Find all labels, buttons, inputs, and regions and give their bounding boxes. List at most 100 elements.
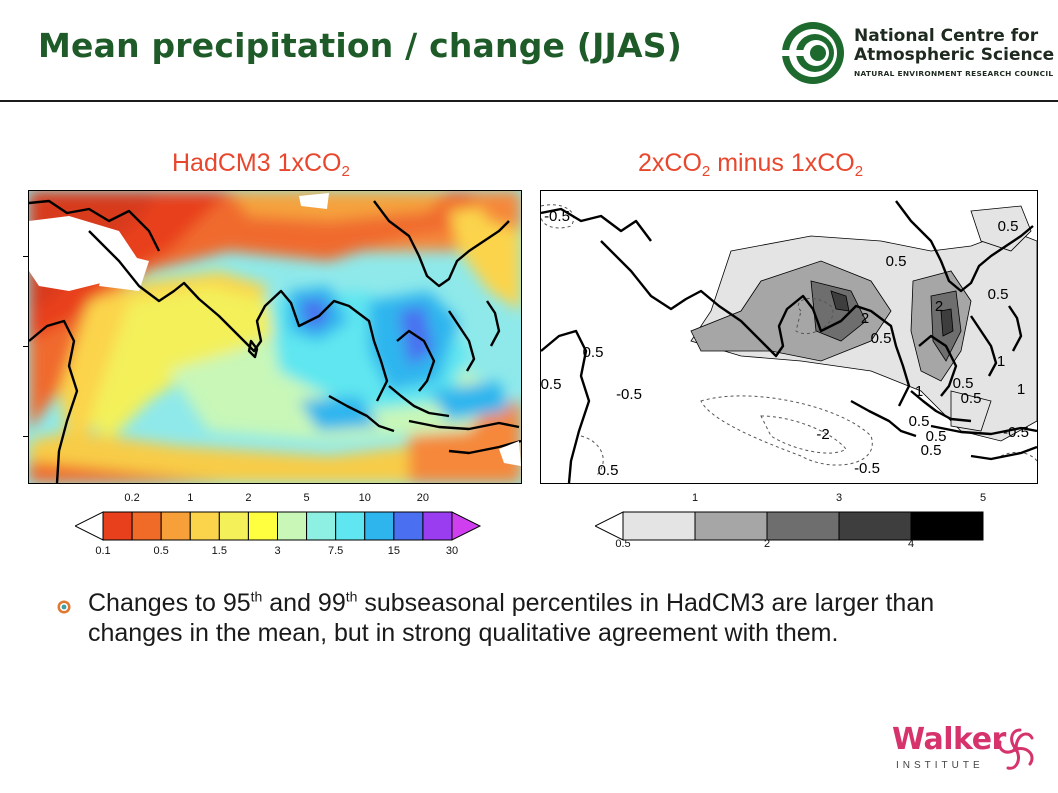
slide-title: Mean precipitation / change (JJAS) <box>38 26 683 65</box>
contour-label: -0.5 <box>854 460 880 477</box>
walker-institute-logo: Walker INSTITUTE <box>890 722 1040 778</box>
left-map-canvas <box>29 191 521 483</box>
contour-label: 0.5 <box>998 218 1019 235</box>
right-colorbar: 1 3 5 0.5 2 4 <box>595 492 995 562</box>
contour-label: 0.5 <box>988 286 1009 303</box>
colorbar-swatch <box>838 511 912 541</box>
colorbar-swatch <box>393 511 424 541</box>
colorbar-label: 1 <box>691 492 699 504</box>
contour-label: 2 <box>861 310 869 327</box>
colorbar-swatch <box>766 511 840 541</box>
contour-label: 0.5 <box>871 330 892 347</box>
contour-label: 2 <box>935 298 943 315</box>
contour-label: 0.5 <box>953 375 974 392</box>
left-colorbar-bottom-labels: 0.1 0.5 1.5 3 7.5 15 30 <box>75 545 485 559</box>
right-map-title-a-sub: 2 <box>701 163 711 180</box>
contour-label: 0.5 <box>926 428 947 445</box>
right-difference-map: -0.5 0.5 0.5 0.5 2 2 0.5 0.5 1 1 0.5 1 0… <box>540 190 1038 484</box>
colorbar-label: 5 <box>303 492 310 504</box>
contour-label: 1 <box>1017 381 1025 398</box>
right-map-title: 2xCO2 minus 1xCO2 <box>638 149 864 180</box>
bullet-part3: subseasonal percentiles in HadCM3 are la… <box>88 589 935 647</box>
colorbar-swatch <box>160 511 191 541</box>
colorbar-label: 3 <box>274 545 281 557</box>
bullet-sup1: th <box>250 588 263 605</box>
colorbar-swatch <box>422 511 453 541</box>
contour-label: -2 <box>816 426 829 443</box>
colorbar-swatch <box>335 511 366 541</box>
bullet-text: Changes to 95th and 99th subseasonal per… <box>88 588 988 648</box>
contour-label: 0.5 <box>598 462 619 479</box>
left-map-tick <box>23 346 28 347</box>
colorbar-label: 0.5 <box>153 545 169 557</box>
colorbar-left-arrow <box>75 511 104 541</box>
colorbar-swatch <box>189 511 220 541</box>
colorbar-label: 1.5 <box>211 545 227 557</box>
left-map-title-main: HadCM3 1xCO <box>172 149 342 177</box>
right-colorbar-top-labels: 1 3 5 <box>595 492 995 506</box>
left-map-tick <box>23 256 28 257</box>
colorbar-swatch <box>694 511 768 541</box>
colorbar-swatch <box>364 511 395 541</box>
header-divider <box>0 100 1058 102</box>
colorbar-label: 5 <box>979 492 987 504</box>
contour-label: 0.5 <box>886 253 907 270</box>
ncas-logo-line1: National Centre for <box>854 26 1039 46</box>
right-colorbar-bottom-labels: 0.5 2 4 <box>595 538 995 552</box>
bullet-icon <box>57 600 71 614</box>
colorbar-label: 2 <box>245 492 252 504</box>
colorbar-label: 7.5 <box>328 545 344 557</box>
left-colorbar: 0.2 1 2 5 10 20 0.1 0.5 1.5 3 7.5 15 30 <box>75 492 485 562</box>
contour-label: 0.5 <box>961 390 982 407</box>
left-map-title-sub: 2 <box>341 163 350 180</box>
contour-label: -0.5 <box>1003 424 1029 441</box>
colorbar-label: 1 <box>187 492 194 504</box>
left-colorbar-top-labels: 0.2 1 2 5 10 20 <box>75 492 485 506</box>
colorbar-label: 15 <box>387 545 400 557</box>
colorbar-swatch <box>910 511 984 541</box>
colorbar-swatch <box>131 511 162 541</box>
colorbar-swatch <box>102 511 133 541</box>
left-map-title: HadCM3 1xCO2 <box>172 149 350 180</box>
walker-logo-name: Walker <box>892 722 1006 757</box>
colorbar-left-arrow <box>595 511 624 541</box>
colorbar-swatch <box>277 511 308 541</box>
ncas-logo: National Centre for Atmospheric Science … <box>780 20 1054 86</box>
left-precipitation-map <box>28 190 522 484</box>
colorbar-right-arrow <box>451 511 482 541</box>
walker-logo-sub: INSTITUTE <box>896 760 984 771</box>
colorbar-label: 20 <box>416 492 430 504</box>
bullet-part2: and 99 <box>262 589 346 617</box>
colorbar-label: 2 <box>763 538 771 550</box>
ncas-logo-line3: NATURAL ENVIRONMENT RESEARCH COUNCIL <box>854 69 1054 78</box>
ncas-logo-line2: Atmospheric Science <box>854 45 1055 65</box>
left-map-tick <box>23 436 28 437</box>
contour-label: -0.5 <box>544 208 570 225</box>
walker-flower-logo-icon <box>998 728 1034 770</box>
right-colorbar-swatches <box>595 511 984 541</box>
ncas-swirl-logo-icon <box>780 22 844 84</box>
colorbar-label: 10 <box>358 492 371 504</box>
contour-label: 1 <box>915 383 923 400</box>
contour-label: 0.5 <box>909 413 930 430</box>
contour-label: 0.5 <box>921 442 942 459</box>
colorbar-swatch <box>622 511 696 541</box>
bullet-part1: Changes to 95 <box>88 589 251 617</box>
contour-label: -0.5 <box>616 386 642 403</box>
right-map-title-b-sub: 2 <box>854 163 864 180</box>
contour-label: 0.5 <box>541 376 561 393</box>
colorbar-label: 0.2 <box>124 492 140 504</box>
contour-label: 1 <box>997 353 1005 370</box>
colorbar-swatch <box>306 511 337 541</box>
colorbar-label: 0.5 <box>615 538 631 550</box>
left-colorbar-swatches <box>75 511 482 541</box>
right-map-title-a: 2xCO <box>638 149 702 177</box>
right-map-title-b: minus 1xCO <box>710 149 855 177</box>
colorbar-label: 30 <box>445 545 459 557</box>
right-map-canvas: -0.5 0.5 0.5 0.5 2 2 0.5 0.5 1 1 0.5 1 0… <box>541 191 1037 483</box>
colorbar-swatch <box>218 511 249 541</box>
colorbar-label: 3 <box>835 492 843 504</box>
colorbar-label: 4 <box>907 538 915 550</box>
contour-labels: -0.5 0.5 0.5 0.5 2 2 0.5 0.5 1 1 0.5 1 0… <box>541 208 1029 479</box>
contour-label: 0.5 <box>583 344 604 361</box>
